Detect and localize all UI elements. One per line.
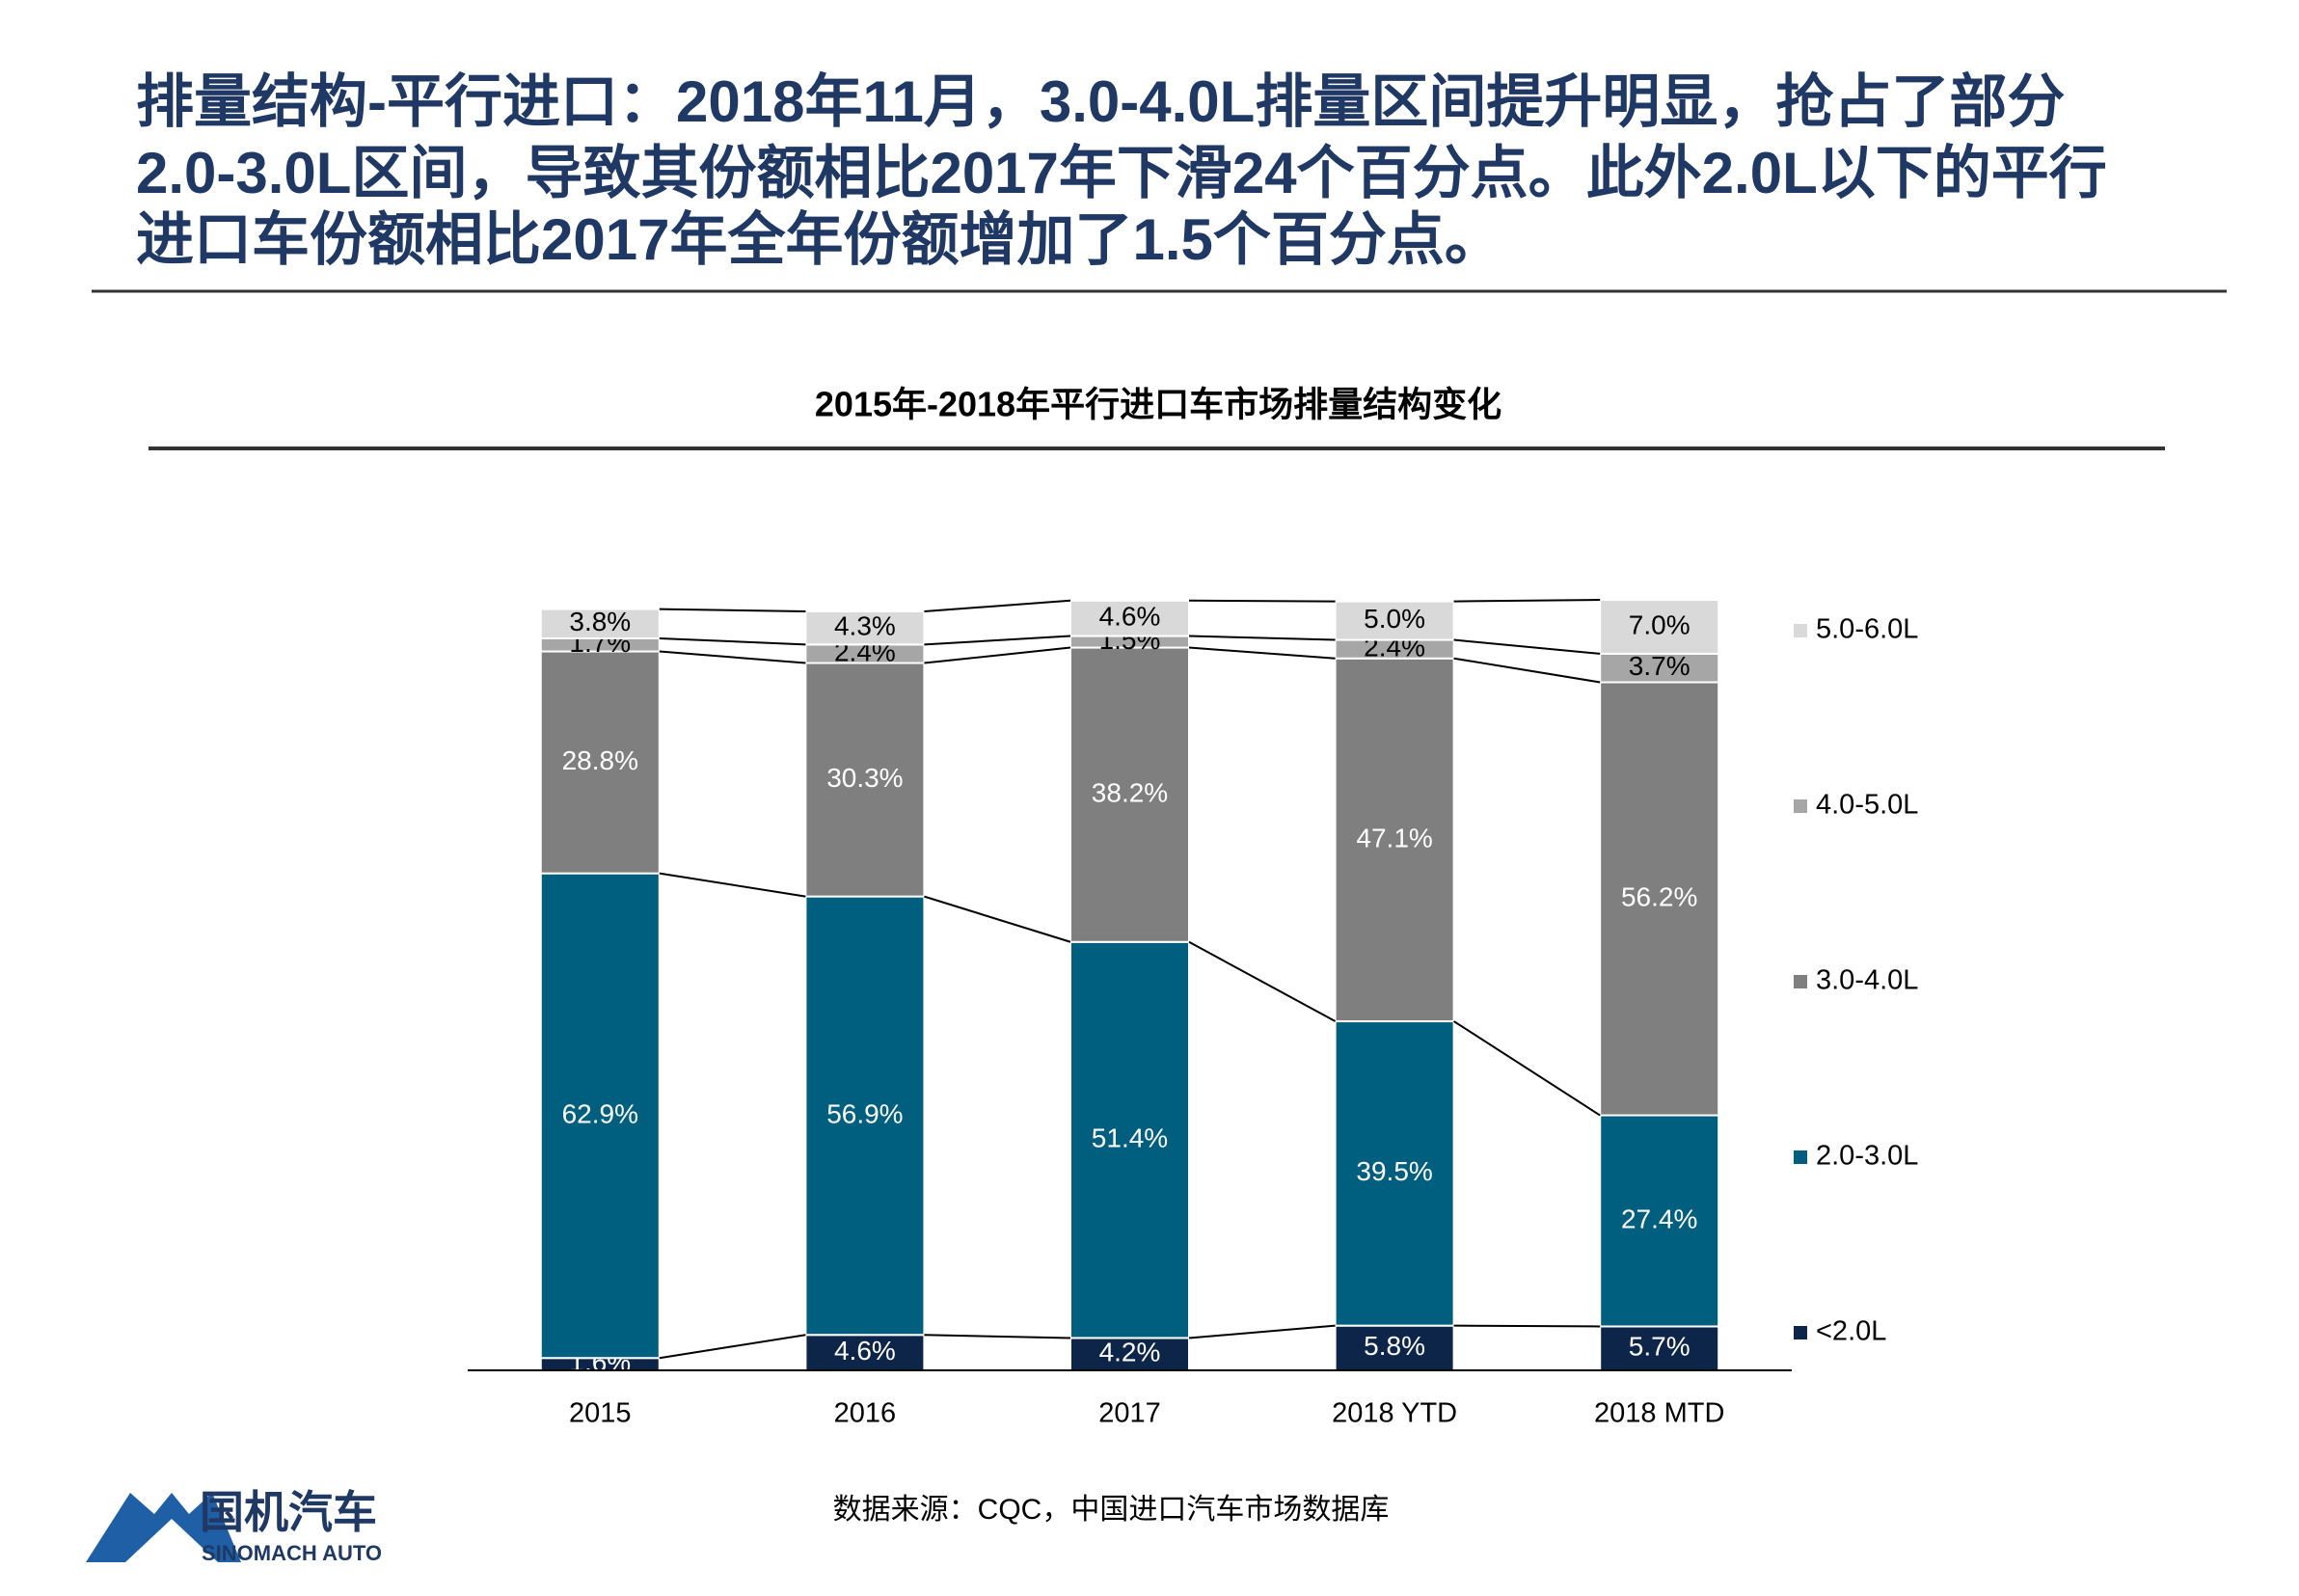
logo-cn: 国机汽车 [200, 1487, 377, 1537]
value-label: 51.4% [1092, 1123, 1168, 1152]
x-tick-label: 2016 [834, 1398, 897, 1429]
source-note: 数据来源：CQC，中国进口汽车市场数据库 [833, 1494, 1390, 1526]
value-label: 4.6% [1099, 602, 1161, 632]
value-label: 30.3% [826, 763, 903, 793]
connector-line [1188, 646, 1336, 660]
x-tick-label: 2015 [569, 1398, 632, 1429]
connector-line [659, 636, 806, 646]
value-label: 3.7% [1629, 651, 1690, 681]
connector-line [1188, 1324, 1336, 1339]
bar-segment [539, 608, 661, 639]
legend-swatch [1794, 1150, 1807, 1164]
header-title: 进口车份额相比2017年全年份额增加了1.5个百分点。 [136, 207, 1502, 272]
bar-segment [804, 609, 926, 646]
legend-label: 5.0-6.0L [1816, 614, 1918, 645]
logo-en: SINOMACH AUTO [202, 1541, 382, 1565]
value-label: 27.4% [1621, 1204, 1697, 1233]
connector-line [1188, 599, 1336, 603]
bar-segment [1599, 681, 1720, 1117]
bar-segment [1334, 600, 1455, 641]
chart-title: 2015年-2018年平行进口车市场排量结构变化 [815, 385, 1501, 424]
value-label: 4.3% [834, 611, 896, 641]
bar-segment [1334, 1020, 1455, 1327]
logo-icon [125, 1519, 218, 1562]
connector-line [1188, 940, 1337, 1022]
bar-segment [1599, 599, 1720, 655]
value-label: 38.2% [1092, 778, 1168, 808]
x-tick-label: 2017 [1098, 1398, 1161, 1429]
bar-segment [539, 872, 661, 1360]
logo: 国机汽车 SINOMACH AUTO [86, 1487, 382, 1565]
connector-line [1453, 638, 1601, 655]
legend-swatch [1794, 975, 1807, 988]
value-label: 56.2% [1621, 881, 1697, 911]
value-label: 4.6% [834, 1336, 896, 1366]
connector-line [924, 635, 1071, 646]
value-label: 56.9% [826, 1098, 903, 1128]
header-title: 2.0-3.0L区间，导致其份额相比2017年下滑24个百分点。此外2.0L以下… [136, 141, 2107, 205]
bar-segment [1069, 599, 1190, 637]
connector-line [659, 872, 806, 898]
bar-segment [539, 650, 661, 875]
legend-label: 3.0-4.0L [1816, 965, 1918, 996]
legend-swatch [1794, 1326, 1807, 1339]
value-label: 5.7% [1629, 1332, 1690, 1362]
connector-line [1453, 1324, 1601, 1328]
bar-segment [1599, 1114, 1720, 1328]
connector-line [924, 1334, 1071, 1339]
connector-line [924, 895, 1071, 943]
value-label: 5.8% [1364, 1331, 1425, 1361]
connector-line [1453, 1020, 1601, 1117]
bar-segment [1069, 940, 1190, 1339]
value-label: 47.1% [1356, 823, 1432, 852]
value-label: 3.8% [569, 607, 631, 636]
bar-segment [1069, 1337, 1190, 1372]
value-label: 7.0% [1629, 609, 1690, 639]
connector-line [1188, 635, 1336, 641]
connector-line [659, 608, 806, 612]
connector-line [659, 650, 806, 664]
x-tick-label: 2018 MTD [1594, 1398, 1724, 1429]
x-tick-label: 2018 YTD [1332, 1398, 1457, 1429]
bar-segment [804, 662, 926, 898]
legend-swatch [1794, 799, 1807, 813]
value-label: 5.0% [1364, 604, 1425, 634]
value-label: 39.5% [1356, 1156, 1432, 1186]
value-label: 4.2% [1099, 1338, 1161, 1367]
legend-label: 2.0-3.0L [1816, 1141, 1918, 1172]
connector-line [1453, 599, 1601, 603]
connector-line [924, 599, 1071, 612]
connector-line [924, 646, 1071, 664]
legend-label: <2.0L [1816, 1316, 1886, 1347]
connector-line [659, 1334, 806, 1360]
legend-label: 4.0-5.0L [1816, 790, 1918, 821]
header-title: 排量结构-平行进口：2018年11月，3.0-4.0L排量区间提升明显，抢占了部… [136, 69, 2065, 134]
value-label: 62.9% [562, 1098, 638, 1128]
legend-swatch [1794, 624, 1807, 637]
value-label: 28.8% [562, 745, 638, 775]
connector-line [1453, 657, 1601, 684]
bar-segment [1069, 646, 1190, 943]
